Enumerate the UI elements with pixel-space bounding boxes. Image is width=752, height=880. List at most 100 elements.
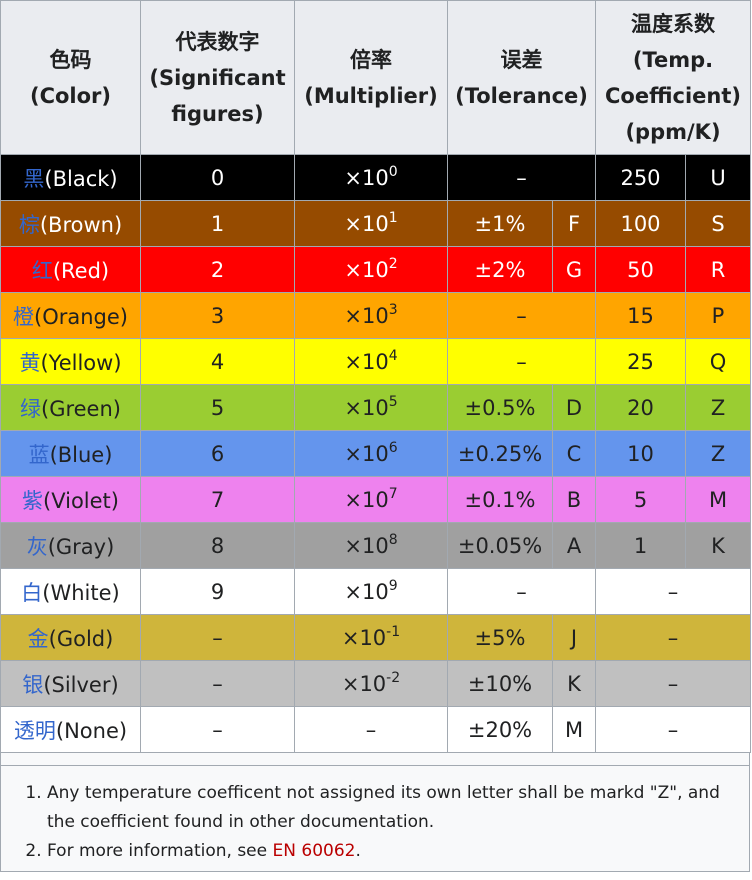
tempco-cell: 50 bbox=[595, 246, 686, 293]
note-1-text: Any temperature coefficent not assigned … bbox=[47, 783, 720, 832]
color-chinese-link[interactable]: 紫 bbox=[22, 488, 44, 513]
multiplier-cell: ×10-1 bbox=[294, 614, 448, 661]
header-multiplier-line-2: (Multiplier) bbox=[304, 83, 438, 108]
tempco-cell: 5 bbox=[595, 476, 686, 523]
tempco-letter-cell: Z bbox=[684, 430, 752, 477]
color-chinese-link[interactable]: 银 bbox=[22, 672, 44, 697]
color-english-label: (Violet) bbox=[43, 488, 119, 513]
tempco-letter-cell: Z bbox=[684, 384, 752, 431]
tempco-cell: – bbox=[594, 614, 752, 661]
color-chinese-link[interactable]: 蓝 bbox=[28, 442, 50, 467]
tempco-cell: – bbox=[594, 568, 752, 615]
color-name-cell: 银(Silver) bbox=[0, 660, 141, 707]
color-english-label: (Silver) bbox=[43, 672, 119, 697]
tolerance-cell: ±0.1% bbox=[447, 476, 553, 523]
significant-figure-cell: – bbox=[140, 614, 295, 661]
color-chinese-link[interactable]: 白 bbox=[21, 580, 43, 605]
header-multiplier: 倍率 (Multiplier) bbox=[294, 0, 448, 155]
multiplier-base: ×10 bbox=[344, 441, 389, 466]
tolerance-letter-cell: G bbox=[552, 246, 596, 293]
header-tempco-line-3: Coefficient) bbox=[605, 83, 741, 108]
table-row: 橙(Orange) 3 ×103–15 P bbox=[0, 292, 752, 339]
header-color-line-1: 色码 bbox=[49, 47, 92, 72]
table-row: 银(Silver) – ×10-2 ±10% K – bbox=[0, 660, 752, 707]
tolerance-cell: ±10% bbox=[447, 660, 553, 707]
multiplier-cell: ×107 bbox=[294, 476, 448, 523]
tolerance-cell: ±5% bbox=[447, 614, 553, 661]
table-row: 透明(None) – – ±20% M – bbox=[0, 706, 752, 753]
multiplier-cell: ×108 bbox=[294, 522, 448, 569]
color-name-cell: 紫(Violet) bbox=[0, 476, 141, 523]
color-name-cell: 蓝(Blue) bbox=[0, 430, 141, 477]
multiplier-cell: ×103 bbox=[294, 292, 448, 339]
color-english-label: (Gold) bbox=[48, 626, 114, 651]
significant-figure-cell: 5 bbox=[140, 384, 295, 431]
multiplier-base: ×10 bbox=[344, 257, 389, 282]
tempco-letter-cell: P bbox=[684, 292, 752, 339]
table-row: 金(Gold) – ×10-1 ±5% J – bbox=[0, 614, 752, 661]
color-english-label: (Orange) bbox=[34, 304, 128, 329]
multiplier-exponent: 3 bbox=[388, 301, 398, 318]
multiplier-cell: ×104 bbox=[294, 338, 448, 385]
header-tolerance: 误差 (Tolerance) bbox=[447, 0, 596, 155]
tempco-cell: 25 bbox=[595, 338, 686, 385]
tempco-cell: 15 bbox=[595, 292, 686, 339]
table-row: 灰(Gray) 8 ×108 ±0.05% A 1 K bbox=[0, 522, 752, 569]
header-temp-coefficient: 温度系数 (Temp. Coefficient) (ppm/K) bbox=[594, 0, 752, 155]
color-chinese-link[interactable]: 棕 bbox=[18, 212, 40, 237]
tolerance-letter-cell: M bbox=[552, 706, 596, 753]
multiplier-base: ×10 bbox=[344, 579, 389, 604]
table-row: 红(Red) 2 ×102 ±2% G 50 R bbox=[0, 246, 752, 293]
en-60062-link[interactable]: EN 60062 bbox=[272, 841, 356, 861]
tolerance-cell: – bbox=[447, 292, 596, 339]
multiplier-base: ×10 bbox=[344, 349, 389, 374]
tolerance-letter-cell: C bbox=[552, 430, 596, 477]
note-item-1: Any temperature coefficent not assigned … bbox=[47, 779, 727, 837]
table-row: 蓝(Blue) 6 ×106 ±0.25% C 10 Z bbox=[0, 430, 752, 477]
significant-figure-cell: 3 bbox=[140, 292, 295, 339]
color-chinese-link[interactable]: 红 bbox=[31, 258, 53, 283]
note-2-text: For more information, see bbox=[47, 841, 273, 861]
table-row: 白(White) 9 ×109– – bbox=[0, 568, 752, 615]
header-tolerance-line-1: 误差 bbox=[500, 47, 543, 72]
header-tolerance-line-2: (Tolerance) bbox=[455, 83, 588, 108]
color-name-cell: 白(White) bbox=[0, 568, 141, 615]
tempco-cell: 250 bbox=[595, 154, 686, 201]
multiplier-exponent: 6 bbox=[388, 439, 398, 456]
multiplier-base: ×10 bbox=[341, 625, 387, 650]
tempco-letter-cell: Q bbox=[684, 338, 752, 385]
significant-figure-cell: 6 bbox=[140, 430, 295, 477]
multiplier-base: ×10 bbox=[344, 211, 389, 236]
tolerance-cell: – bbox=[447, 568, 596, 615]
table-body: 黑(Black) 0 ×100–250 U 棕(Brown) 1 ×101 ±1% F 100 S 红… bbox=[0, 154, 752, 753]
significant-figure-cell: 0 bbox=[140, 154, 295, 201]
header-significant-figures: 代表数字 (Significant figures) bbox=[140, 0, 295, 155]
tolerance-cell: ±0.5% bbox=[447, 384, 553, 431]
multiplier-exponent: 4 bbox=[388, 347, 398, 364]
color-english-label: (Green) bbox=[41, 396, 121, 421]
color-chinese-link[interactable]: 透明 bbox=[13, 718, 56, 743]
multiplier-base: ×10 bbox=[344, 487, 389, 512]
multiplier-cell: ×10-2 bbox=[294, 660, 448, 707]
table-row: 绿(Green) 5 ×105 ±0.5% D 20 Z bbox=[0, 384, 752, 431]
significant-figure-cell: 7 bbox=[140, 476, 295, 523]
tempco-letter-cell: S bbox=[684, 200, 752, 247]
color-chinese-link[interactable]: 黑 bbox=[23, 166, 45, 191]
color-chinese-link[interactable]: 金 bbox=[27, 626, 49, 651]
multiplier-cell: ×101 bbox=[294, 200, 448, 247]
color-name-cell: 透明(None) bbox=[0, 706, 141, 753]
header-tempco-line-2: (Temp. bbox=[632, 47, 714, 72]
multiplier-exponent: 7 bbox=[388, 485, 398, 502]
tempco-letter-cell: R bbox=[684, 246, 752, 293]
color-chinese-link[interactable]: 黄 bbox=[19, 350, 41, 375]
multiplier-exponent: 0 bbox=[388, 163, 398, 180]
color-chinese-link[interactable]: 灰 bbox=[26, 534, 48, 559]
tolerance-cell: ±0.05% bbox=[447, 522, 553, 569]
color-name-cell: 橙(Orange) bbox=[0, 292, 141, 339]
color-english-label: (Gray) bbox=[47, 534, 115, 559]
multiplier-base: ×10 bbox=[344, 533, 389, 558]
color-chinese-link[interactable]: 绿 bbox=[20, 396, 41, 421]
significant-figure-cell: 9 bbox=[140, 568, 295, 615]
color-chinese-link[interactable]: 橙 bbox=[13, 304, 34, 329]
multiplier-exponent: 5 bbox=[388, 393, 398, 410]
